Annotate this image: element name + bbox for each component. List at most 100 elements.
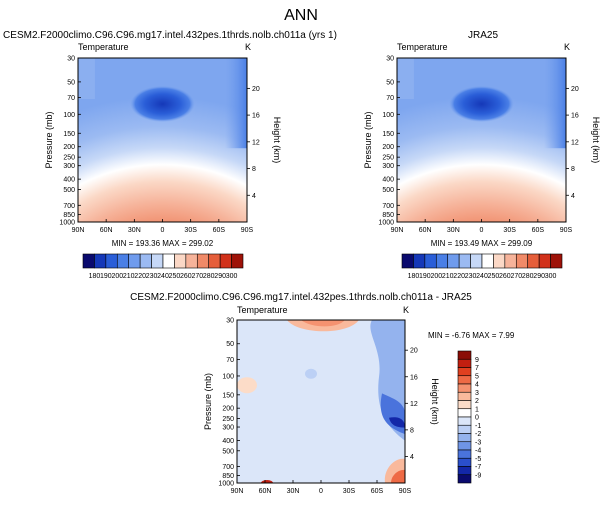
- colorbar-label: 180: [408, 273, 420, 280]
- warm-anomaly-spot: [261, 480, 273, 483]
- pressure-tick-label: 200: [222, 406, 234, 413]
- height-tick-label: 20: [410, 348, 418, 355]
- colorbar-obs: 180 190 200 210 220 230 240 250 260 270 280 290 300: [401, 253, 563, 280]
- units-label: K: [403, 305, 409, 315]
- pressure-tick-label: 30: [67, 56, 75, 63]
- colorbar-label: -5: [475, 456, 481, 463]
- colorbar-label: 210: [442, 273, 454, 280]
- pressure-tick-label: 300: [63, 163, 75, 170]
- pressure-tick-label: 500: [382, 187, 394, 194]
- pressure-tick-label: 30: [226, 318, 234, 325]
- colorbar-swatch: [538, 253, 551, 269]
- colorbar-label: 190: [419, 273, 431, 280]
- plot-area: [78, 58, 247, 222]
- colorbar-swatch: [457, 391, 472, 401]
- tropopause-cold-core: [130, 85, 195, 122]
- latitude-tick-label: 90N: [391, 227, 404, 234]
- colorbar-swatch: [457, 400, 472, 410]
- latitude-tick-label: 60N: [100, 227, 113, 234]
- colorbar-label: 280: [203, 273, 215, 280]
- warm-anomaly-top-core: [301, 320, 345, 327]
- height-tick-label: 4: [252, 193, 256, 200]
- troposphere-field: [78, 74, 247, 222]
- colorbar-label: -2: [475, 431, 481, 438]
- latitude-tick-label: 90S: [241, 227, 254, 234]
- colorbar-swatch: [457, 367, 472, 377]
- pressure-tick-label: 150: [382, 131, 394, 138]
- pressure-tick-label: 850: [63, 212, 75, 219]
- pressure-tick-label: 50: [386, 79, 394, 86]
- colorbar-swatch: [493, 253, 506, 269]
- cold-anomaly-small: [305, 368, 317, 379]
- pressure-tick-label: 1000: [218, 481, 234, 488]
- colorbar-label: 290: [533, 273, 545, 280]
- pressure-tick-label: 400: [63, 177, 75, 184]
- colorbar-label: -7: [475, 464, 481, 471]
- latitude-tick-label: 0: [319, 488, 323, 495]
- colorbar-label: 1: [475, 406, 479, 413]
- colorbar-swatch: [447, 253, 460, 269]
- colorbar-swatch: [457, 457, 472, 467]
- latitude-tick-label: 60S: [213, 227, 226, 234]
- colorbar-swatch: [128, 253, 141, 269]
- colorbar-swatch: [515, 253, 529, 269]
- latitude-tick-label: 0: [480, 227, 484, 234]
- colorbar-swatch: [527, 253, 540, 269]
- height-tick-label: 12: [252, 139, 260, 146]
- colorbar-swatch: [457, 358, 472, 368]
- colorbar-swatch: [457, 441, 472, 451]
- latitude-tick-label: 30N: [287, 488, 300, 495]
- colorbar-label: 280: [522, 273, 534, 280]
- cold-anomaly-core: [389, 417, 405, 428]
- pressure-tick-label: 70: [67, 95, 75, 102]
- colorbar-model: 180 190 200 210 220 230 240 250 260 270 280 290 300: [82, 253, 244, 280]
- colorbar-label: -4: [475, 448, 481, 455]
- pressure-tick-label: 250: [63, 155, 75, 162]
- colorbar-swatch: [174, 253, 187, 269]
- height-axis-title: Height (km): [591, 117, 601, 164]
- latitude-tick-label: 30S: [184, 227, 197, 234]
- panel-title: CESM2.F2000climo.C96.C96.mg17.intel.432p…: [130, 292, 472, 303]
- colorbar-label: 3: [475, 390, 479, 397]
- height-tick-label: 16: [571, 113, 579, 120]
- latitude-tick-label: 30N: [128, 227, 141, 234]
- colorbar-swatch: [457, 416, 472, 426]
- colorbar-label: 290: [214, 273, 226, 280]
- panel-title: JRA25: [468, 30, 498, 41]
- colorbar-swatch: [457, 449, 472, 459]
- colorbar-label: 230: [465, 273, 477, 280]
- height-axis-title: Height (km): [272, 117, 282, 164]
- colorbar-swatch: [196, 253, 210, 269]
- pressure-tick-label: 100: [382, 112, 394, 119]
- pressure-axis-title: Pressure (mb): [203, 373, 213, 430]
- colorbar-swatch: [457, 424, 472, 434]
- tropopause-cold-core: [449, 85, 514, 122]
- colorbar-label: 270: [510, 273, 522, 280]
- arctic-stratosphere: [78, 58, 95, 99]
- pressure-tick-label: 850: [382, 212, 394, 219]
- pressure-tick-label: 30: [386, 56, 394, 63]
- units-label: K: [245, 42, 251, 52]
- height-tick-label: 20: [571, 86, 579, 93]
- pressure-tick-label: 500: [63, 187, 75, 194]
- colorbar-swatch: [105, 253, 118, 269]
- colorbar-label: 180: [89, 273, 101, 280]
- field-label: Temperature: [78, 42, 129, 52]
- colorbar-swatch: [457, 383, 472, 393]
- colorbar-label: -1: [475, 423, 481, 430]
- colorbar-swatch: [162, 253, 175, 269]
- colorbar-swatch: [550, 253, 563, 269]
- colorbar-label: 4: [475, 382, 479, 389]
- colorbar-swatch: [94, 253, 107, 269]
- plot-area: [237, 320, 405, 483]
- units-label: K: [564, 42, 570, 52]
- colorbar-swatch: [458, 253, 471, 269]
- warm-anomaly-north: [237, 377, 257, 394]
- min-max-stats: MIN = -6.76 MAX = 7.99: [428, 331, 515, 340]
- pressure-tick-label: 400: [382, 177, 394, 184]
- colorbar-label: -3: [475, 439, 481, 446]
- min-max-stats: MIN = 193.49 MAX = 299.09: [431, 239, 533, 248]
- pressure-tick-label: 100: [222, 373, 234, 380]
- height-tick-label: 4: [571, 193, 575, 200]
